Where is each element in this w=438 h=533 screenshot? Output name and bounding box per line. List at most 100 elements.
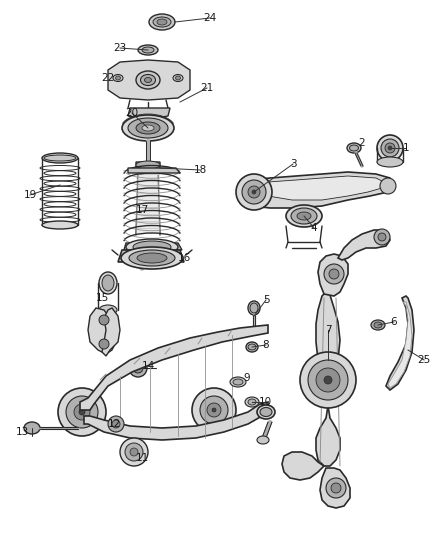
Ellipse shape [257,436,269,444]
Circle shape [79,409,85,415]
Polygon shape [238,172,394,208]
Ellipse shape [377,135,403,161]
Circle shape [133,363,143,373]
Polygon shape [282,452,324,480]
Ellipse shape [233,379,243,385]
Text: 6: 6 [391,317,397,327]
Circle shape [207,403,221,417]
Circle shape [378,233,386,241]
Circle shape [326,478,346,498]
Circle shape [324,376,332,384]
Text: 18: 18 [193,165,207,175]
Circle shape [300,352,356,408]
Ellipse shape [138,45,158,55]
Ellipse shape [347,143,361,153]
Text: 24: 24 [203,13,217,23]
Ellipse shape [381,139,399,157]
Circle shape [192,388,236,432]
Ellipse shape [44,155,76,161]
Text: 17: 17 [135,205,148,215]
Circle shape [374,229,390,245]
Polygon shape [338,230,390,260]
Polygon shape [80,325,268,410]
Ellipse shape [136,71,160,89]
Polygon shape [386,296,414,390]
Ellipse shape [173,75,183,82]
Text: 21: 21 [200,83,214,93]
Text: 23: 23 [113,43,127,53]
Polygon shape [260,176,384,200]
Ellipse shape [121,247,183,269]
Circle shape [125,443,143,461]
Circle shape [130,448,138,456]
Text: 5: 5 [263,295,269,305]
Circle shape [120,438,148,466]
Circle shape [99,315,109,325]
Ellipse shape [128,118,168,138]
Ellipse shape [145,77,152,83]
Circle shape [236,174,272,210]
Ellipse shape [257,405,275,419]
Circle shape [99,339,109,349]
Circle shape [212,408,216,412]
Ellipse shape [245,397,259,407]
Circle shape [316,368,340,392]
Circle shape [74,404,90,420]
Ellipse shape [137,253,167,263]
Circle shape [252,190,256,194]
Ellipse shape [42,153,78,163]
Polygon shape [136,175,160,234]
Text: 19: 19 [23,190,37,200]
Polygon shape [128,108,170,120]
Polygon shape [102,308,120,356]
Ellipse shape [116,76,120,80]
Text: 15: 15 [95,293,109,303]
Ellipse shape [122,115,174,141]
Polygon shape [318,254,348,296]
Ellipse shape [136,122,160,134]
Polygon shape [136,162,160,170]
Ellipse shape [141,75,155,85]
Text: 14: 14 [141,361,155,371]
Polygon shape [84,402,268,440]
Text: 11: 11 [135,453,148,463]
Circle shape [380,178,396,194]
Polygon shape [316,292,340,466]
Circle shape [242,180,266,204]
Ellipse shape [133,241,171,253]
Ellipse shape [250,303,258,313]
Ellipse shape [286,205,322,227]
Text: 16: 16 [177,253,191,263]
Ellipse shape [291,208,317,224]
Ellipse shape [248,344,256,350]
Ellipse shape [99,305,117,315]
Text: 10: 10 [258,397,272,407]
Ellipse shape [153,17,171,27]
Text: 3: 3 [290,159,297,169]
Polygon shape [320,468,350,508]
Circle shape [58,388,106,436]
Circle shape [329,269,339,279]
Text: 8: 8 [263,340,269,350]
Text: 20: 20 [125,108,138,118]
Text: 25: 25 [417,355,431,365]
Ellipse shape [248,399,256,405]
Text: 12: 12 [107,419,120,429]
Ellipse shape [113,75,123,82]
Text: 9: 9 [244,373,250,383]
Ellipse shape [248,301,260,315]
Ellipse shape [371,320,385,330]
Circle shape [108,416,124,432]
Text: 4: 4 [311,223,317,233]
Ellipse shape [129,250,175,266]
Polygon shape [136,170,160,175]
Ellipse shape [388,146,392,150]
Circle shape [308,360,348,400]
Ellipse shape [246,342,258,352]
Ellipse shape [350,145,358,151]
Ellipse shape [297,212,311,220]
Polygon shape [388,302,412,388]
Ellipse shape [136,161,160,169]
Ellipse shape [157,19,167,25]
Circle shape [66,396,98,428]
